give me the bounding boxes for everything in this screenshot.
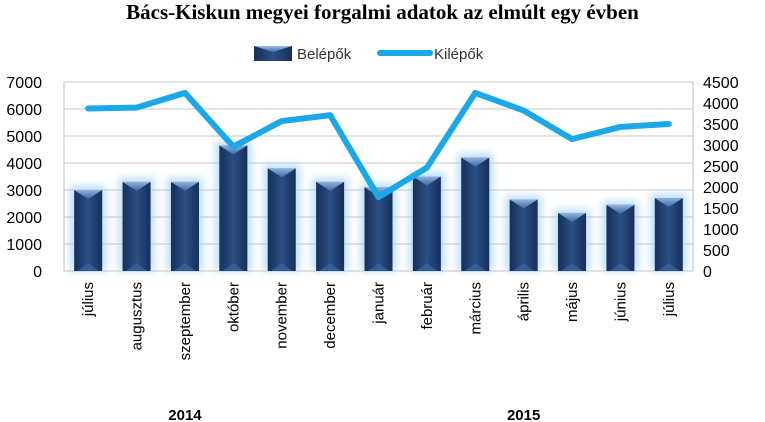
y-right-tick-label: 2000	[703, 180, 739, 197]
bar-base	[222, 263, 245, 271]
bar-group	[650, 194, 687, 271]
bar-cap	[122, 181, 151, 191]
x-tick-label: április	[516, 282, 533, 321]
bar-base	[657, 263, 680, 271]
bar-base	[415, 263, 438, 271]
bar-group	[118, 177, 155, 271]
legend-swatch-belepok	[254, 46, 292, 61]
y-right-tick-label: 0	[703, 264, 712, 281]
legend: Belépők Kilépők	[254, 46, 484, 63]
bar-base	[367, 263, 390, 271]
bar-cap	[509, 199, 538, 209]
bar-group	[408, 172, 445, 271]
bar	[461, 157, 490, 271]
y-right-tick-label: 500	[703, 243, 730, 260]
x-tick-label: január	[371, 282, 388, 325]
bar	[509, 199, 538, 271]
bar-group	[457, 153, 494, 271]
bar-group	[215, 141, 252, 271]
bar-group	[263, 164, 300, 271]
y-left-tick-label: 0	[33, 264, 42, 281]
legend-item-kilepok: Kilépők	[377, 46, 484, 63]
kilepok-line	[85, 89, 672, 201]
bar-cap	[219, 145, 248, 155]
y-right-tick-label: 1500	[703, 201, 739, 218]
bar-cap	[170, 181, 199, 191]
y-axis-left: 0 1000 2000 3000 4000 5000 6000 7000	[6, 75, 42, 281]
y-right-tick-label: 3000	[703, 138, 739, 155]
bar-cap	[74, 190, 103, 199]
x-tick-label: november	[274, 282, 291, 349]
bar-cap	[267, 168, 296, 178]
year-label: 2014	[168, 407, 202, 422]
bar-cap	[461, 157, 490, 167]
bar-group	[312, 177, 349, 271]
x-tick-label: december	[322, 282, 339, 349]
bar-group	[554, 208, 591, 271]
legend-swatch-cap	[254, 46, 292, 52]
bar-group	[602, 200, 639, 271]
legend-label-kilepok: Kilépők	[434, 46, 484, 63]
bar-base	[270, 263, 293, 271]
year-label: 2015	[507, 407, 540, 422]
bar-cap	[654, 198, 683, 208]
bar-base	[77, 263, 100, 271]
bar	[267, 168, 296, 271]
bar-cap	[558, 212, 587, 222]
x-tick-label: február	[419, 282, 436, 330]
y-left-tick-label: 1000	[6, 237, 42, 254]
bar	[654, 198, 683, 271]
bar-series-belepok	[70, 141, 687, 271]
bar	[170, 181, 199, 271]
x-tick-label: október	[225, 282, 242, 332]
bar	[364, 187, 393, 271]
chart-title: Bács-Kiskun megyei forgalmi adatok az el…	[126, 0, 639, 24]
bar-base	[561, 263, 584, 271]
x-tick-label: június	[612, 282, 629, 322]
x-tick-label: május	[564, 282, 581, 322]
bar-cap	[316, 181, 345, 191]
bar	[122, 181, 151, 271]
bar-group	[166, 177, 203, 271]
y-left-tick-label: 6000	[6, 102, 42, 119]
y-left-tick-label: 3000	[6, 183, 42, 200]
bar-base	[173, 263, 196, 271]
bar	[74, 190, 103, 271]
y-left-tick-label: 2000	[6, 210, 42, 227]
x-tick-label: március	[467, 282, 484, 335]
bar	[606, 204, 635, 271]
x-axis: július augusztus szeptember október november…	[80, 282, 678, 422]
bar-group	[70, 186, 107, 271]
line-series-kilepok	[85, 89, 672, 201]
y-right-tick-label: 1000	[703, 222, 739, 239]
y-right-tick-label: 4000	[703, 96, 739, 113]
bar	[412, 176, 441, 271]
bar-group	[360, 183, 397, 271]
bar	[558, 212, 587, 271]
y-right-tick-label: 4500	[703, 75, 739, 92]
bar	[316, 181, 345, 271]
y-left-tick-label: 7000	[6, 75, 42, 92]
y-right-tick-label: 2500	[703, 159, 739, 176]
bar-cap	[412, 176, 441, 186]
x-tick-label: július	[661, 282, 678, 317]
x-tick-label: július	[80, 282, 97, 317]
y-left-tick-label: 4000	[6, 156, 42, 173]
bar-base	[125, 263, 148, 271]
legend-label-belepok: Belépők	[297, 46, 352, 63]
x-tick-label: augusztus	[129, 282, 146, 350]
bar-base	[319, 263, 342, 271]
bar	[219, 145, 248, 271]
bar-group	[505, 195, 542, 271]
y-right-tick-label: 3500	[703, 117, 739, 134]
x-tick-label: szeptember	[177, 282, 194, 360]
y-axis-right: 0 500 1000 1500 2000 2500 3000 3500 4000 4500	[703, 75, 739, 281]
bar-base	[512, 263, 535, 271]
bar-base	[464, 263, 487, 271]
y-left-tick-label: 5000	[6, 129, 42, 146]
bar-base	[609, 263, 632, 271]
bar-cap	[606, 204, 635, 214]
legend-item-belepok: Belépők	[254, 46, 352, 63]
